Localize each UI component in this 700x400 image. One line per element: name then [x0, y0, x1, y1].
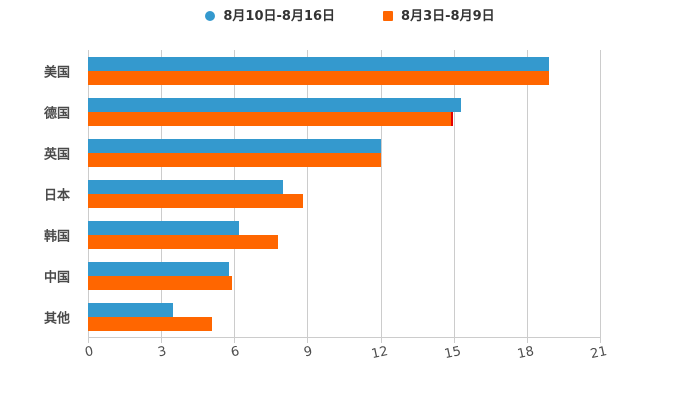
- category-label-2: 英国: [43, 147, 70, 162]
- bar-week1-0: [88, 70, 549, 85]
- gridline-x-21: [600, 50, 601, 337]
- category-label-6: 其他: [43, 311, 70, 326]
- bar-week2-2: [88, 138, 381, 153]
- bar-week1-4: [88, 234, 279, 249]
- bar-week1-1: [88, 111, 452, 126]
- bar-week2-4: [88, 220, 240, 235]
- category-label-4: 韩国: [43, 229, 70, 244]
- bar-week2-5: [88, 261, 230, 276]
- bar-week1-2: [88, 152, 381, 167]
- tick-x-3: [161, 338, 163, 343]
- x-axis-line: [88, 337, 601, 338]
- plot-area: [88, 50, 601, 337]
- legend-item-week2[interactable]: 8月10日-8月16日: [205, 10, 335, 23]
- legend-item-week1[interactable]: 8月3日-8月9日: [383, 10, 495, 23]
- category-label-0: 美国: [43, 65, 70, 80]
- bar-week2-6: [88, 302, 174, 317]
- tick-x-9: [307, 338, 309, 343]
- gridline-x-18: [526, 50, 528, 337]
- legend-square-marker-icon: [383, 11, 394, 21]
- legend-label-week1: 8月3日-8月9日: [401, 8, 495, 24]
- legend-circle-marker-icon: [205, 11, 216, 21]
- bar-week1-5: [88, 275, 232, 290]
- tick-x-21: [600, 338, 601, 343]
- gridline-x-9: [307, 50, 309, 337]
- category-label-1: 德国: [43, 106, 70, 121]
- tick-label-x-6: 6: [229, 344, 242, 361]
- legend: 8月10日-8月16日 8月3日-8月9日: [0, 6, 700, 26]
- tick-label-x-12: 12: [369, 344, 389, 363]
- legend-label-week2: 8月10日-8月16日: [223, 8, 336, 24]
- bar-week2-0: [88, 56, 549, 71]
- tick-label-x-21: 21: [589, 344, 609, 363]
- category-label-5: 中国: [43, 270, 70, 285]
- bar-week2-1: [88, 97, 462, 112]
- tick-x-12: [380, 338, 382, 343]
- bar-week1-6: [88, 316, 213, 331]
- tick-label-x-3: 3: [156, 344, 168, 361]
- gridline-x-12: [380, 50, 382, 337]
- category-label-3: 日本: [43, 188, 70, 203]
- tick-label-x-15: 15: [442, 344, 463, 363]
- gridline-x-15: [453, 50, 455, 337]
- tick-x-6: [234, 338, 236, 343]
- bar-week1-3: [88, 193, 303, 208]
- tick-x-0: [88, 338, 89, 343]
- tick-x-18: [526, 338, 528, 343]
- tick-x-15: [453, 338, 455, 343]
- tick-label-x-18: 18: [515, 344, 536, 363]
- bar-week2-3: [88, 179, 284, 194]
- tick-label-x-9: 9: [302, 344, 315, 361]
- tick-label-x-0: 0: [83, 344, 95, 361]
